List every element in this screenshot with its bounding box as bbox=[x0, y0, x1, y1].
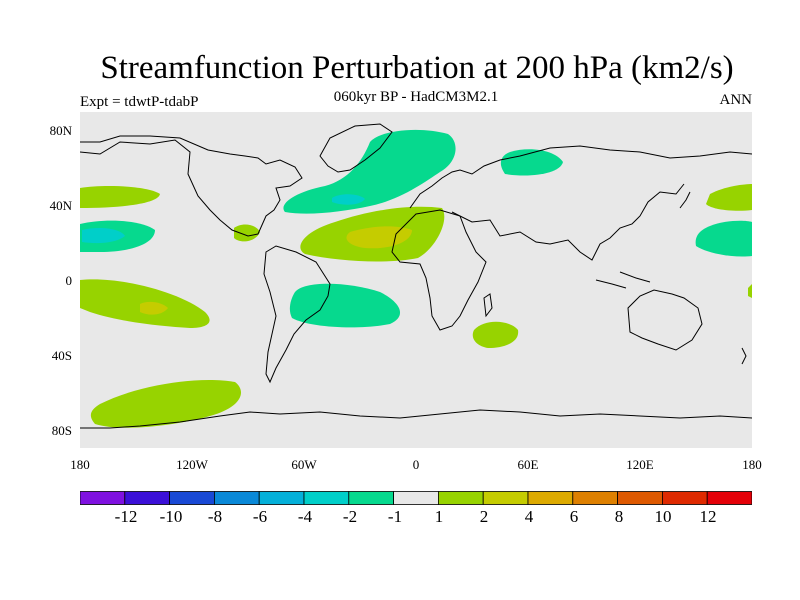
colorbar-box bbox=[303, 491, 350, 505]
siberia-negative bbox=[500, 149, 563, 176]
world-map bbox=[80, 112, 752, 448]
indonesia-coast bbox=[595, 271, 651, 289]
colorbar-box bbox=[527, 491, 574, 505]
colorbar-label: -2 bbox=[342, 507, 358, 526]
europe-asia-coast bbox=[409, 145, 752, 209]
north-america-coast bbox=[80, 135, 303, 237]
colorbar-label: 6 bbox=[569, 507, 579, 526]
colorbar-box bbox=[572, 491, 618, 505]
colorbar bbox=[80, 491, 752, 505]
africa-coast bbox=[391, 209, 487, 331]
chart-subtitle: 060kyr BP - HadCM3M2.1 bbox=[333, 89, 499, 105]
australia-coast bbox=[627, 289, 703, 351]
colorbar-box bbox=[482, 491, 529, 505]
colorbar-label: 2 bbox=[479, 507, 489, 526]
south-america-negative bbox=[289, 283, 401, 328]
colorbar-box bbox=[348, 491, 394, 505]
colorbar-label: 4 bbox=[524, 507, 534, 526]
experiment-label: Expt = tdwtP-tdabP bbox=[80, 94, 199, 110]
africa-atlantic-core bbox=[346, 226, 412, 249]
positive-anomalies bbox=[80, 184, 752, 428]
caribbean-positive bbox=[234, 224, 260, 242]
lat-label: 40N bbox=[49, 198, 72, 213]
lat-label: 80S bbox=[51, 423, 72, 438]
season-label: ANN bbox=[719, 92, 753, 108]
lon-label: 60E bbox=[517, 457, 539, 472]
madagascar-coast bbox=[483, 293, 493, 318]
north-atlantic-core bbox=[332, 194, 365, 205]
colorbar-box bbox=[258, 491, 305, 505]
colorbar-box bbox=[662, 491, 708, 505]
colorbar-label: -6 bbox=[252, 507, 268, 526]
new-zealand-coast bbox=[741, 347, 747, 365]
greenland-coast bbox=[319, 123, 393, 173]
pacific-east-core bbox=[82, 228, 125, 244]
colorbar-box bbox=[124, 491, 170, 505]
south-pacific-core bbox=[140, 301, 168, 315]
chart-title: Streamfunction Perturbation at 200 hPa (… bbox=[100, 50, 734, 86]
colorbar-box bbox=[617, 491, 663, 505]
colorbar-label: -12 bbox=[114, 507, 138, 526]
pacific-nw-positive bbox=[706, 184, 752, 211]
lon-label: 120E bbox=[626, 457, 654, 472]
pacific-north-positive bbox=[80, 186, 160, 208]
lon-label: 180 bbox=[70, 457, 90, 472]
asia-south-coast bbox=[451, 183, 685, 261]
colorbar-label: -8 bbox=[207, 507, 223, 526]
colorbar-label: -1 bbox=[387, 507, 403, 526]
east-edge-positive bbox=[748, 284, 752, 298]
south-america-coast bbox=[263, 245, 331, 384]
lon-label: 60W bbox=[291, 457, 317, 472]
west-pacific-negative bbox=[695, 220, 752, 257]
lon-label: 180 bbox=[742, 457, 762, 472]
colorbar-box bbox=[393, 491, 439, 505]
colorbar-box bbox=[80, 491, 126, 505]
colorbar-label: -4 bbox=[297, 507, 313, 526]
colorbar-box bbox=[213, 491, 260, 505]
antarctica-coast bbox=[80, 409, 752, 429]
colorbar-box bbox=[437, 491, 484, 505]
southern-ocean-positive bbox=[90, 380, 242, 428]
colorbar-label: 10 bbox=[654, 507, 672, 526]
japan-coast bbox=[679, 191, 691, 209]
colorbar-label: -10 bbox=[159, 507, 183, 526]
colorbar-box bbox=[169, 491, 215, 505]
lon-label: 0 bbox=[412, 457, 420, 472]
coastlines bbox=[80, 123, 752, 429]
colorbar-box bbox=[706, 491, 752, 505]
colorbar-label: 8 bbox=[614, 507, 624, 526]
lon-label: 120W bbox=[176, 457, 208, 472]
colorbar-label: 12 bbox=[699, 507, 717, 526]
lat-label: 40S bbox=[51, 348, 72, 363]
negative-anomalies bbox=[80, 129, 752, 328]
lat-label: 80N bbox=[49, 123, 72, 138]
lat-label: 0 bbox=[65, 273, 73, 288]
north-atlantic-negative bbox=[283, 129, 456, 214]
south-indian-positive bbox=[472, 321, 519, 348]
colorbar-label: 1 bbox=[434, 507, 444, 526]
